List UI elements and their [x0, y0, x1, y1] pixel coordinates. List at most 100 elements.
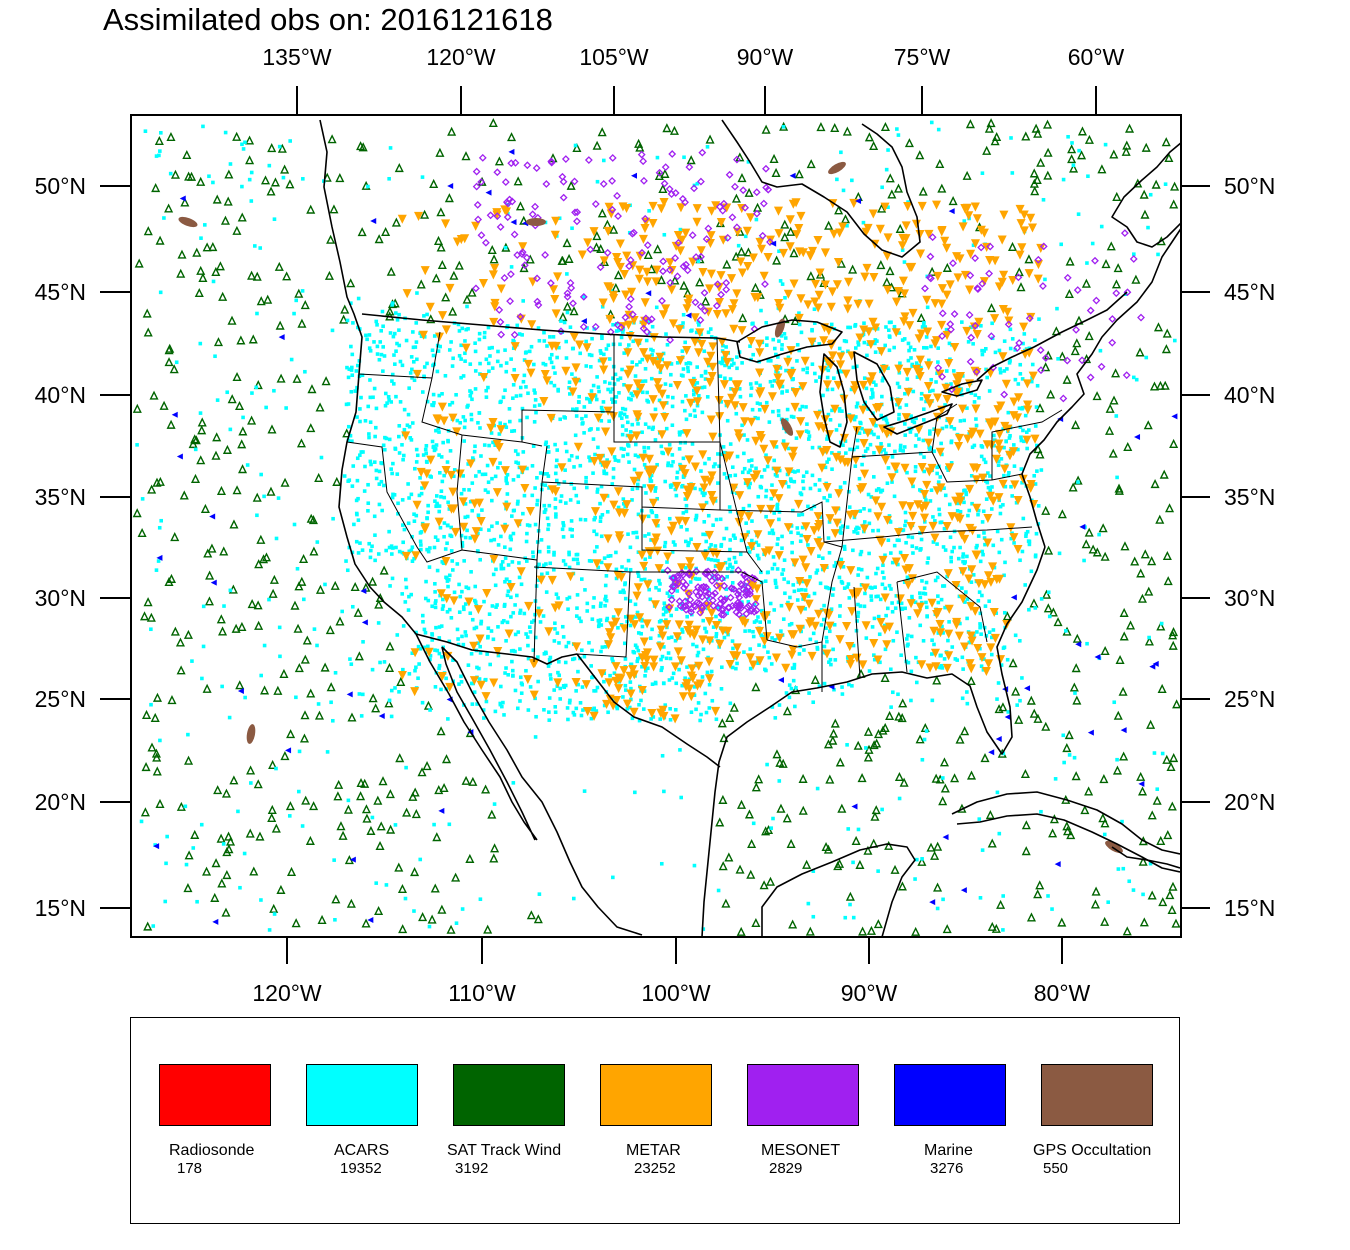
sat-wind-marker [426, 314, 436, 324]
acars-marker [555, 448, 560, 452]
metar-marker [738, 403, 748, 413]
acars-marker [728, 509, 733, 514]
acars-marker [374, 881, 379, 885]
acars-marker [377, 357, 382, 362]
sat-wind-marker [1081, 278, 1091, 288]
metar-marker [840, 457, 850, 467]
acars-marker [646, 532, 651, 536]
sat-wind-marker [885, 173, 895, 183]
sat-wind-marker [513, 176, 523, 186]
acars-marker [823, 465, 828, 470]
acars-marker [800, 404, 805, 409]
acars-marker [856, 610, 861, 615]
acars-marker [557, 673, 562, 678]
metar-marker [714, 298, 725, 308]
acars-marker [789, 479, 794, 484]
acars-marker [633, 374, 638, 378]
metar-marker [975, 429, 985, 439]
metar-marker [986, 643, 996, 653]
acars-marker [522, 611, 527, 616]
sat-wind-marker [897, 713, 907, 723]
acars-marker [573, 143, 578, 148]
acars-marker [809, 507, 814, 511]
acars-marker [364, 333, 368, 338]
acars-marker [786, 446, 791, 451]
sat-wind-marker [274, 261, 284, 271]
metar-marker [445, 283, 455, 293]
acars-marker [839, 557, 844, 562]
acars-marker [611, 475, 616, 480]
sat-wind-marker [789, 248, 799, 258]
acars-marker [381, 369, 385, 373]
acars-marker [511, 478, 516, 482]
metar-marker [894, 364, 904, 374]
metar-marker [682, 304, 692, 314]
acars-marker [1141, 892, 1145, 897]
acars-marker [617, 328, 621, 333]
metar-marker [655, 642, 665, 652]
sat-wind-marker [211, 266, 221, 277]
acars-marker [899, 601, 904, 606]
acars-marker [735, 661, 739, 666]
acars-marker [1071, 163, 1076, 168]
acars-marker [486, 626, 491, 631]
metar-marker [583, 707, 593, 717]
acars-marker [537, 892, 542, 896]
acars-marker [987, 599, 991, 603]
acars-marker [888, 520, 893, 524]
metar-marker [985, 491, 995, 501]
metar-marker [604, 202, 614, 212]
sat-wind-marker [430, 883, 440, 893]
metar-marker [673, 647, 683, 657]
acars-marker [834, 428, 839, 432]
metar-marker [942, 330, 952, 340]
sat-wind-marker [918, 186, 928, 196]
acars-marker [488, 662, 492, 667]
acars-marker [633, 442, 638, 447]
metar-marker [571, 363, 581, 373]
sat-wind-marker [180, 197, 190, 207]
acars-marker [724, 476, 729, 480]
sat-wind-marker [932, 675, 942, 685]
acars-marker [941, 897, 945, 902]
sat-wind-marker [994, 704, 1004, 714]
acars-marker [556, 387, 560, 392]
acars-marker [433, 499, 437, 503]
acars-marker [516, 499, 520, 504]
acars-marker [659, 668, 664, 673]
acars-marker [981, 509, 986, 514]
acars-marker [914, 546, 919, 550]
metar-marker [972, 329, 982, 340]
acars-marker [515, 502, 520, 506]
acars-marker [995, 790, 1000, 795]
metar-marker [790, 402, 800, 412]
acars-marker [874, 594, 878, 599]
metar-marker [914, 334, 924, 344]
sat-wind-marker [864, 132, 874, 142]
sat-wind-marker [780, 219, 790, 229]
acars-marker [606, 710, 610, 715]
acars-marker [558, 499, 563, 504]
acars-marker [879, 449, 883, 454]
metar-marker [771, 653, 781, 663]
acars-marker [723, 376, 727, 381]
acars-marker [682, 155, 686, 160]
acars-marker [740, 470, 745, 475]
acars-marker [620, 424, 625, 428]
acars-marker [770, 636, 774, 640]
acars-marker [427, 924, 432, 929]
acars-marker [393, 686, 397, 690]
acars-marker [262, 643, 267, 648]
metar-marker [548, 285, 559, 295]
sat-wind-marker [275, 320, 285, 330]
acars-marker [857, 431, 862, 435]
acars-marker [643, 534, 647, 538]
metar-marker [735, 491, 745, 501]
metar-marker [614, 684, 624, 694]
metar-marker [492, 208, 502, 218]
acars-marker [595, 545, 599, 549]
acars-marker [519, 582, 524, 587]
acars-marker [875, 566, 880, 571]
sat-wind-marker [848, 264, 858, 274]
acars-marker [707, 587, 711, 592]
